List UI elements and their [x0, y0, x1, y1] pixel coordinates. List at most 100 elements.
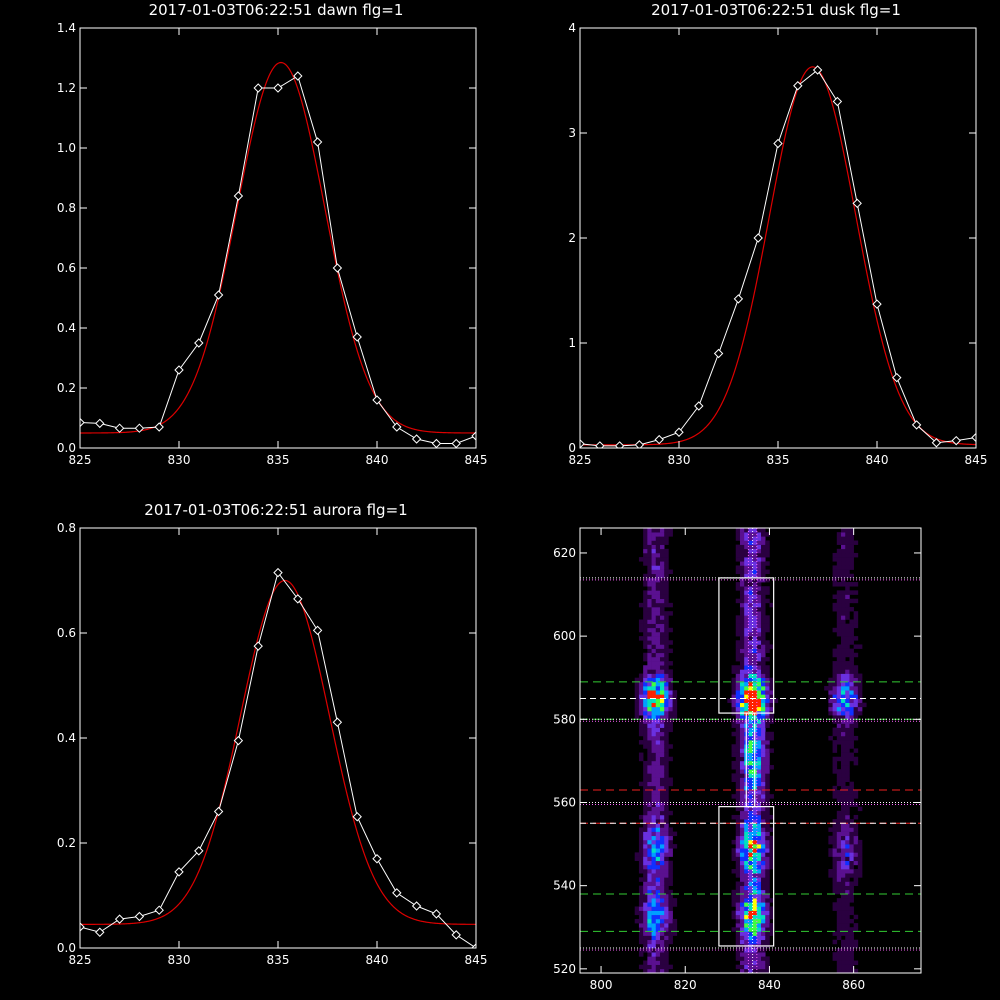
heatmap-cell [664, 902, 669, 907]
heatmap-cell [647, 873, 652, 878]
heatmap-cell [756, 831, 762, 837]
heatmap-cell [765, 694, 770, 699]
heatmap-cell [756, 607, 762, 612]
heatmap-cell [659, 781, 665, 787]
heatmap-cell [647, 914, 652, 920]
heatmap-cell [647, 765, 652, 770]
heatmap-cell [769, 794, 774, 799]
heatmap-cell [853, 598, 859, 604]
heatmap-cell [841, 665, 846, 670]
heatmap-cell [735, 552, 741, 558]
heatmap-cell [655, 848, 661, 853]
heatmap-cell [735, 765, 741, 770]
heatmap-cell [748, 669, 753, 674]
heatmap-cell [761, 827, 766, 832]
heatmap-cell [651, 856, 657, 862]
heatmap-cell [638, 673, 644, 679]
heatmap-cell [853, 860, 859, 866]
heatmap-cell [761, 569, 766, 575]
heatmap-cell [647, 594, 652, 600]
heatmap-cell [744, 823, 749, 828]
heatmap-cell [841, 536, 846, 541]
heatmap-cell [841, 561, 846, 566]
heatmap-cell [765, 935, 770, 941]
heatmap-cell [857, 677, 863, 683]
heatmap-cell [765, 906, 770, 911]
heatmap-cell [853, 960, 859, 965]
heatmap-cell [857, 873, 863, 878]
heatmap-cell [659, 681, 665, 687]
heatmap-cell [752, 889, 758, 895]
heatmap-cell [748, 561, 753, 566]
heatmap-cell [655, 781, 661, 787]
heatmap-cell [651, 881, 657, 886]
heatmap-cell [643, 964, 648, 970]
heatmap-cell [836, 873, 842, 878]
heatmap-cell [769, 864, 774, 870]
heatmap-cell [756, 677, 762, 683]
heatmap-cell [643, 744, 648, 749]
heatmap-cell [765, 673, 770, 679]
heatmap-cell [664, 735, 669, 741]
heatmap-cell [748, 794, 753, 799]
heatmap-cell [765, 731, 770, 737]
heatmap-cell [849, 673, 854, 679]
heatmap-cell [845, 769, 850, 774]
heatmap-cell [647, 810, 652, 816]
heatmap-cell [853, 748, 859, 753]
heatmap-cell [845, 823, 850, 828]
heatmap-cell [845, 548, 850, 554]
heatmap-cell [857, 806, 863, 812]
heatmap-cell [836, 935, 842, 941]
heatmap-cell [832, 794, 838, 799]
heatmap-cell [651, 844, 657, 849]
heatmap-cell [761, 794, 766, 799]
heatmap-cell [756, 893, 762, 899]
heatmap-cell [655, 952, 661, 957]
heatmap-cell [845, 702, 850, 708]
heatmap-cell [651, 702, 657, 708]
heatmap-cell [769, 677, 774, 683]
heatmap-cell [651, 735, 657, 741]
heatmap-cell [832, 844, 838, 849]
heatmap-cell [651, 839, 657, 845]
heatmap-cell [638, 602, 644, 608]
heatmap-cell [849, 918, 854, 924]
heatmap-cell [853, 852, 859, 857]
heatmap-cell [647, 798, 652, 803]
heatmap-cell [841, 702, 846, 708]
heatmap-cell [638, 752, 644, 758]
heatmap-cell [664, 781, 669, 787]
heatmap-cell [659, 686, 665, 691]
heatmap-cell [761, 877, 766, 882]
heatmap-cell [752, 869, 758, 874]
heatmap-cell [752, 898, 758, 903]
x-tick-label: 860 [842, 978, 865, 992]
heatmap-cell [659, 935, 665, 941]
heatmap-cell [647, 569, 652, 575]
heatmap-cell [739, 748, 745, 753]
heatmap-cell [761, 931, 766, 936]
heatmap-cell [643, 528, 648, 533]
heatmap-cell [849, 548, 854, 554]
heatmap-cell [668, 744, 673, 749]
heatmap-cell [853, 694, 859, 699]
heatmap-cell [739, 893, 745, 899]
heatmap-cell [735, 869, 741, 874]
heatmap-cell [765, 889, 770, 895]
heatmap-cell [748, 744, 753, 749]
heatmap-cell [668, 918, 673, 924]
heatmap-cell [668, 627, 673, 633]
heatmap-cell [845, 631, 850, 637]
heatmap-cell [655, 532, 661, 537]
heatmap-cell [651, 956, 657, 961]
heatmap-cell [756, 661, 762, 666]
heatmap-cell [664, 835, 669, 841]
heatmap-cell [841, 852, 846, 857]
heatmap-cell [748, 715, 753, 720]
heatmap-cell [756, 586, 762, 591]
heatmap-cell [739, 873, 745, 878]
heatmap-cell [664, 532, 669, 537]
data-line [80, 571, 476, 948]
heatmap-cell [849, 885, 854, 891]
